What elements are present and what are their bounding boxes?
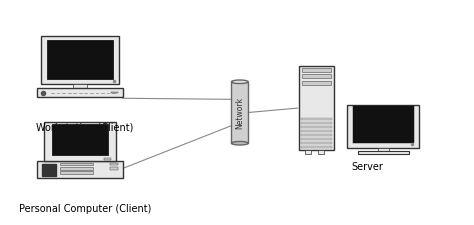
Bar — [347, 105, 419, 148]
Ellipse shape — [231, 80, 248, 83]
Bar — [301, 130, 332, 132]
Bar — [358, 151, 409, 154]
Bar — [54, 125, 107, 154]
Bar — [301, 126, 332, 128]
Bar — [110, 163, 118, 165]
Bar — [42, 164, 56, 176]
Bar — [60, 167, 93, 170]
Bar — [231, 82, 248, 143]
Bar — [111, 92, 118, 93]
Text: Server: Server — [351, 162, 383, 172]
Bar — [41, 36, 119, 84]
Bar — [301, 74, 331, 79]
Bar — [301, 81, 331, 85]
Bar — [305, 150, 310, 154]
Bar — [355, 107, 412, 141]
Bar — [378, 148, 389, 152]
Bar — [37, 88, 123, 97]
Bar — [60, 171, 93, 174]
Text: Personal Computer (Client): Personal Computer (Client) — [18, 204, 151, 214]
Text: Network: Network — [235, 97, 244, 128]
Bar — [301, 68, 331, 72]
Bar — [60, 163, 93, 165]
Bar — [104, 158, 111, 160]
Text: Workstation (Client): Workstation (Client) — [36, 122, 133, 132]
Bar — [110, 167, 118, 170]
Bar — [299, 66, 334, 150]
Bar — [37, 161, 123, 178]
Bar — [301, 138, 332, 140]
Bar — [44, 122, 116, 161]
Ellipse shape — [231, 142, 248, 145]
Bar — [48, 41, 112, 79]
Bar — [73, 84, 87, 88]
Bar — [301, 118, 332, 120]
Bar — [301, 146, 332, 148]
Bar — [301, 134, 332, 136]
Bar — [301, 122, 332, 124]
Bar — [318, 150, 324, 154]
Bar — [301, 142, 332, 144]
